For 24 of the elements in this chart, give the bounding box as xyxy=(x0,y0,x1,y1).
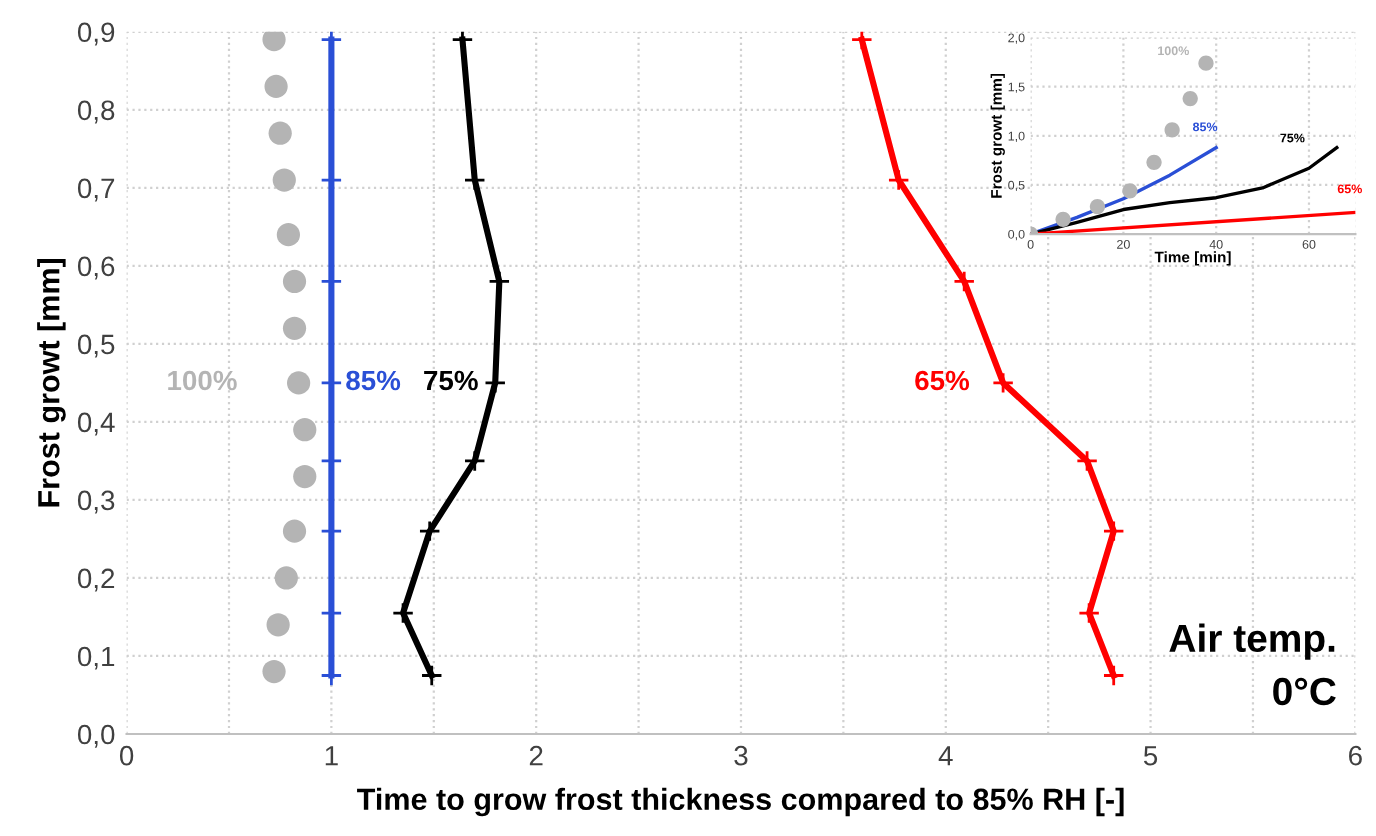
x-tick-label: 1 xyxy=(325,746,338,766)
x-tick-label: 3 xyxy=(734,745,748,766)
annotation: Air temp. 0°C xyxy=(1169,623,1336,706)
y-tick-label: 0,8 xyxy=(77,100,115,124)
x-tick-label: 0 xyxy=(119,745,134,766)
series-label: 100% xyxy=(168,370,237,391)
y-axis-title: Frost growt [mm] xyxy=(37,258,66,507)
y-tick-label: 0,6 xyxy=(77,256,115,280)
x-tick-label: 5 xyxy=(1143,746,1158,766)
y-tick-label: 0,1 xyxy=(77,646,115,670)
x-tick-label: 6 xyxy=(1349,745,1362,766)
y-tick-label: 0,7 xyxy=(77,178,115,202)
x-tick-label: 4 xyxy=(938,746,953,766)
y-tick-label: 0,9 xyxy=(77,22,115,46)
series-label: 85% xyxy=(346,370,401,391)
y-tick-label: 0,0 xyxy=(77,724,115,748)
x-tick-label: 2 xyxy=(529,745,543,766)
x-axis-title: Time to grow frost thickness compared to 85% RH [-] xyxy=(357,787,1124,817)
series-label: 75% xyxy=(424,370,478,391)
y-tick-label: 0,2 xyxy=(77,568,115,592)
y-tick-label: 0,3 xyxy=(77,490,115,514)
y-tick-label: 0,5 xyxy=(77,334,115,358)
series-label: 65% xyxy=(915,370,970,391)
y-tick-label: 0,4 xyxy=(77,412,115,436)
